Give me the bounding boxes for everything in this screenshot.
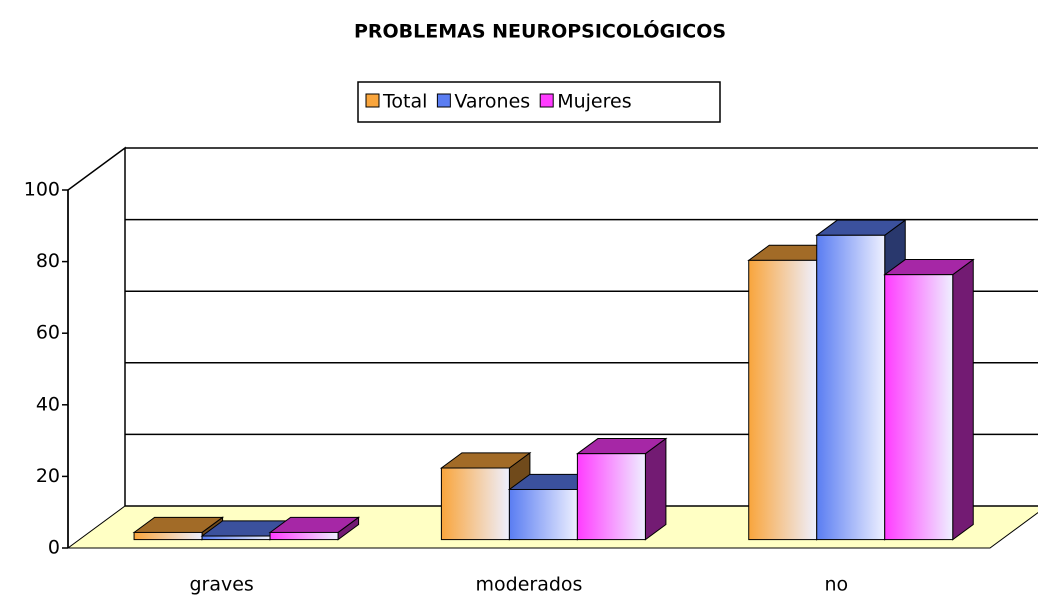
bar <box>883 258 975 541</box>
left-wall <box>67 146 126 548</box>
bar-front <box>440 467 510 541</box>
y-tick-label: 100 <box>24 179 60 201</box>
bar-side <box>644 437 667 541</box>
bar-front <box>748 259 818 541</box>
bar-front <box>269 531 339 541</box>
legend-label: Varones <box>454 91 530 113</box>
bar <box>268 516 361 541</box>
bar-side <box>952 258 974 541</box>
bar <box>575 437 668 541</box>
x-tick-label: moderados <box>476 574 583 596</box>
bar-front <box>816 234 886 541</box>
x-tick-label: no <box>824 574 848 596</box>
legend-swatch <box>436 93 451 108</box>
legend-swatch <box>539 93 554 108</box>
legend-label: Total <box>382 91 427 113</box>
legend-box <box>357 81 721 123</box>
bar-front <box>576 453 646 541</box>
bar-front <box>508 488 578 541</box>
bar-front <box>201 535 271 541</box>
bar-front <box>133 531 203 541</box>
bar-front <box>884 274 954 541</box>
y-tick-label: 40 <box>36 393 60 415</box>
chart-title: PROBLEMAS NEUROPSICOLÓGICOS <box>354 19 726 43</box>
y-tick-label: 80 <box>36 250 60 272</box>
y-tick-label: 0 <box>48 537 60 559</box>
legend-swatch <box>365 93 380 108</box>
legend-label: Mujeres <box>557 91 631 113</box>
y-tick-label: 60 <box>36 322 60 344</box>
y-tick-label: 20 <box>36 465 60 487</box>
x-tick-label: graves <box>189 574 253 596</box>
